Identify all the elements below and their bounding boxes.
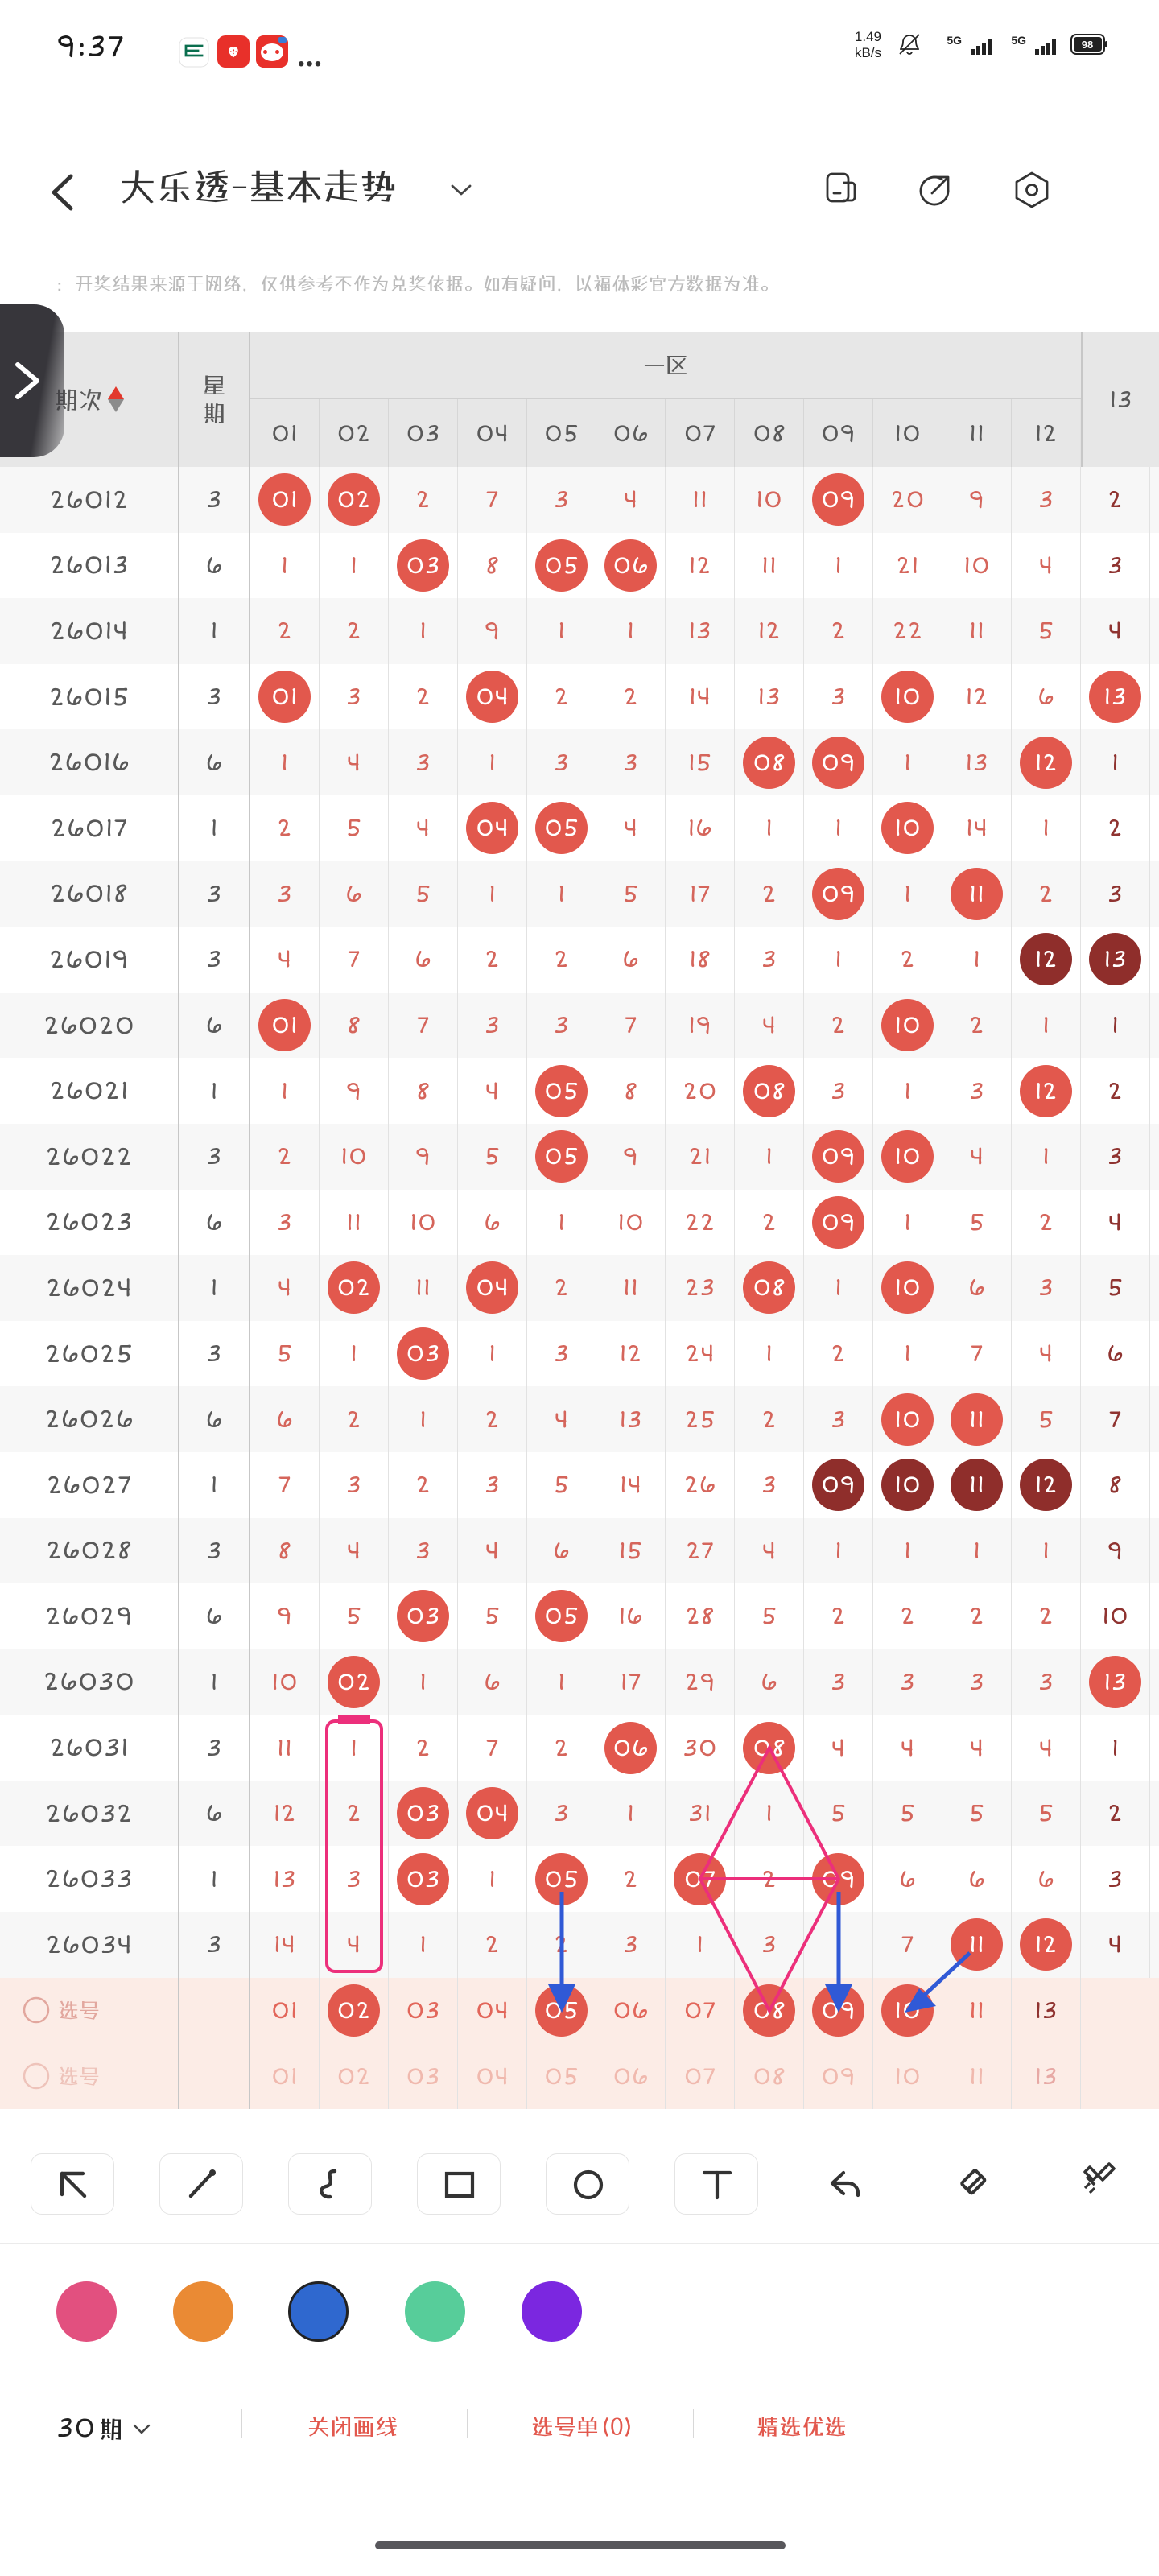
svg-text:98: 98 [1082, 39, 1093, 51]
